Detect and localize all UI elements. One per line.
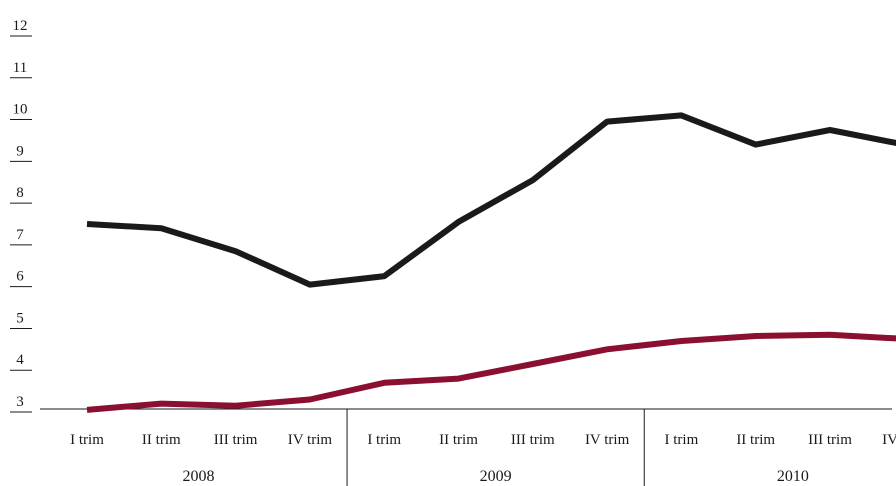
x-tick-label: IV trim xyxy=(882,432,896,448)
x-group-label: 2010 xyxy=(777,468,809,485)
y-tick-label: 3 xyxy=(16,394,24,410)
y-tick-label: 4 xyxy=(16,352,24,368)
x-tick-label: III trim xyxy=(808,432,852,448)
x-group-label: 2009 xyxy=(480,468,512,485)
x-tick-label: III trim xyxy=(214,432,258,448)
x-tick-label: II trim xyxy=(736,432,775,448)
x-tick-label: II trim xyxy=(439,432,478,448)
x-tick-label: I trim xyxy=(665,432,699,448)
series-line-2 xyxy=(86,331,896,413)
y-axis: 3 4 5 6 7 8 9 10 11 12 xyxy=(10,18,32,413)
y-tick-label: 6 xyxy=(16,269,24,285)
y-tick-label: 5 xyxy=(16,310,24,326)
y-tick-label: 11 xyxy=(13,60,27,76)
x-group-label: 2008 xyxy=(182,468,214,485)
y-tick-label: 9 xyxy=(16,143,24,159)
x-tick-label: II trim xyxy=(142,432,181,448)
x-tick-label: IV trim xyxy=(585,432,630,448)
y-tick-label: 8 xyxy=(16,185,24,201)
x-tick-label: I trim xyxy=(70,432,104,448)
x-axis-labels: I trim II trim III trim IV trim I trim II tri… xyxy=(70,432,896,448)
y-tick-label: 10 xyxy=(13,102,28,118)
y-tick-label: 7 xyxy=(16,227,24,243)
series-layer xyxy=(86,112,896,413)
y-tick-label: 12 xyxy=(13,18,28,34)
series-line-1 xyxy=(86,112,896,288)
x-axis-group-dividers xyxy=(346,409,645,486)
x-tick-label: I trim xyxy=(367,432,401,448)
x-tick-label: III trim xyxy=(511,432,555,448)
x-tick-label: IV trim xyxy=(288,432,333,448)
x-axis-group-labels: 2008 2009 2010 xyxy=(182,468,808,485)
